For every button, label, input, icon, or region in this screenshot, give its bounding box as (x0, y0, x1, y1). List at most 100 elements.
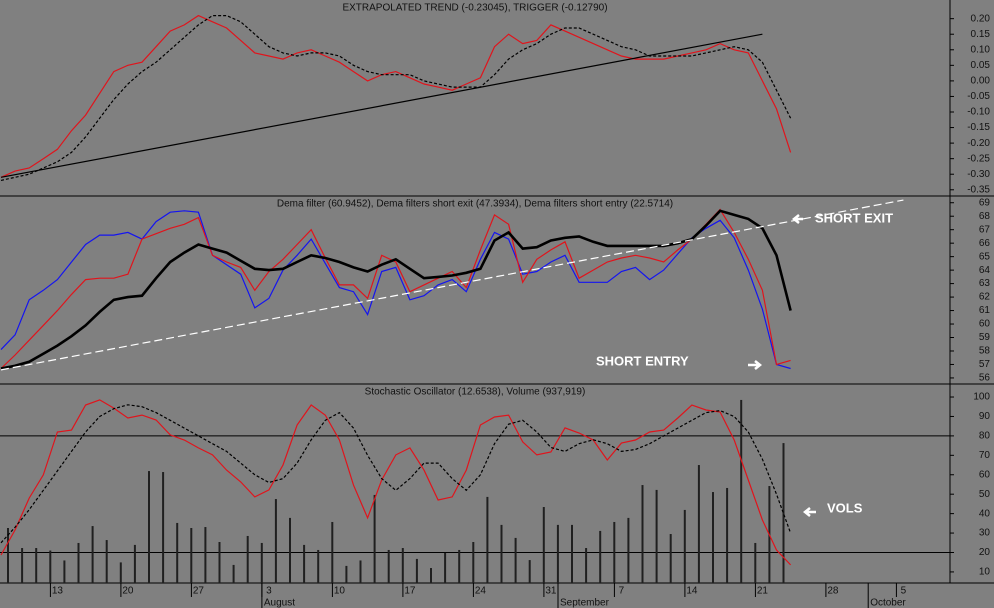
volume-bar (176, 522, 179, 583)
x-tick-label: 24 (475, 586, 487, 597)
series-line (0, 208, 791, 369)
volume-bar (712, 492, 714, 583)
volume-bar (697, 465, 700, 583)
annotation: SHORT EXIT (815, 210, 893, 225)
volume-bar (204, 527, 207, 583)
volume-bar (641, 485, 644, 583)
y-tick-label: 58 (979, 346, 991, 357)
month-label: September (560, 598, 610, 608)
x-tick-label: 7 (619, 586, 625, 597)
series-line (0, 404, 792, 544)
annotation: VOLS (827, 500, 863, 515)
volume-bar (585, 548, 588, 583)
y-tick-label: 50 (979, 489, 991, 500)
volume-bar (133, 544, 136, 583)
volume-bar (274, 499, 277, 583)
y-tick-label: 0.10 (971, 44, 991, 55)
volume-bar (119, 562, 122, 583)
volume-bar (500, 524, 503, 583)
volume-bar (430, 568, 432, 583)
y-tick-label: -0.20 (967, 138, 990, 149)
y-tick-label: 10 (979, 567, 991, 578)
volume-bar (669, 534, 672, 583)
x-tick-label: 17 (404, 586, 416, 597)
volume-bar (303, 544, 306, 583)
volume-bar (740, 399, 743, 583)
series-line (0, 399, 792, 566)
x-tick-label: 3 (266, 586, 272, 597)
volume-bar (528, 560, 531, 583)
volume-bar (486, 496, 489, 583)
panel-title: EXTRAPOLATED TREND (-0.23045), TRIGGER (… (342, 3, 607, 14)
volume-bar (162, 472, 165, 583)
panel-title: Dema filter (60.9452), Dema filters shor… (277, 199, 673, 210)
y-tick-label: -0.25 (967, 153, 990, 164)
y-tick-label: 30 (979, 528, 991, 539)
volume-bar (246, 535, 249, 583)
x-tick-label: 20 (122, 586, 134, 597)
y-tick-label: 63 (979, 278, 991, 289)
y-tick-label: -0.05 (967, 91, 990, 102)
x-tick-label: 21 (757, 586, 769, 597)
x-tick-label: 13 (52, 586, 64, 597)
x-tick-label: 10 (334, 586, 346, 597)
y-tick-label: 65 (979, 251, 991, 262)
y-tick-label: 0.05 (971, 60, 991, 71)
panel-title: Stochastic Oscillator (12.6538), Volume … (365, 387, 586, 398)
y-tick-label: 56 (979, 373, 991, 384)
month-label: October (870, 598, 906, 608)
volume-bar (345, 565, 348, 583)
volume-bar (726, 487, 729, 583)
y-tick-label: 62 (979, 292, 991, 303)
volume-bar (289, 517, 291, 583)
volume-bar (415, 558, 418, 583)
y-tick-label: -0.15 (967, 122, 990, 133)
volume-bar (21, 548, 24, 583)
y-tick-label: 61 (979, 305, 991, 316)
volume-bar (401, 548, 404, 583)
x-tick-label: 31 (545, 586, 557, 597)
y-tick-label: 80 (979, 431, 991, 442)
trendline (0, 199, 904, 371)
volume-bar (387, 549, 390, 583)
volume-bar (317, 549, 320, 583)
volume-bar (556, 524, 559, 583)
volume-bar (91, 526, 94, 583)
volume-bar (148, 471, 150, 583)
series-line (0, 210, 791, 370)
series-line (0, 14, 792, 178)
volume-bar (683, 509, 686, 583)
y-tick-label: 60 (979, 319, 991, 330)
volume-bar (373, 494, 376, 583)
y-tick-label: 70 (979, 450, 991, 461)
x-tick-label: 27 (193, 586, 205, 597)
series-line (0, 15, 792, 181)
volume-bar (754, 542, 757, 583)
y-tick-label: 0.20 (971, 13, 991, 24)
volume-bar (514, 537, 517, 583)
volume-bar (599, 530, 602, 583)
volume-bar (444, 552, 447, 583)
y-tick-label: 64 (979, 265, 991, 276)
volume-bar (782, 443, 785, 583)
volume-bar (571, 524, 573, 583)
volume-bar (472, 541, 475, 583)
x-tick-label: 28 (827, 586, 839, 597)
volume-bar (613, 521, 616, 583)
y-tick-label: -0.30 (967, 169, 990, 180)
y-tick-label: 68 (979, 211, 991, 222)
month-label: August (264, 598, 295, 608)
volume-bar (105, 540, 108, 583)
y-tick-label: 60 (979, 469, 991, 480)
volume-bar (49, 550, 52, 583)
y-tick-label: 20 (979, 547, 991, 558)
volume-bar (218, 541, 221, 583)
arrow (802, 507, 816, 517)
volume-bar (63, 560, 66, 583)
y-tick-label: 90 (979, 411, 991, 422)
volume-bar (331, 521, 334, 583)
volume-bar (35, 548, 38, 583)
volume-bar (77, 542, 80, 583)
